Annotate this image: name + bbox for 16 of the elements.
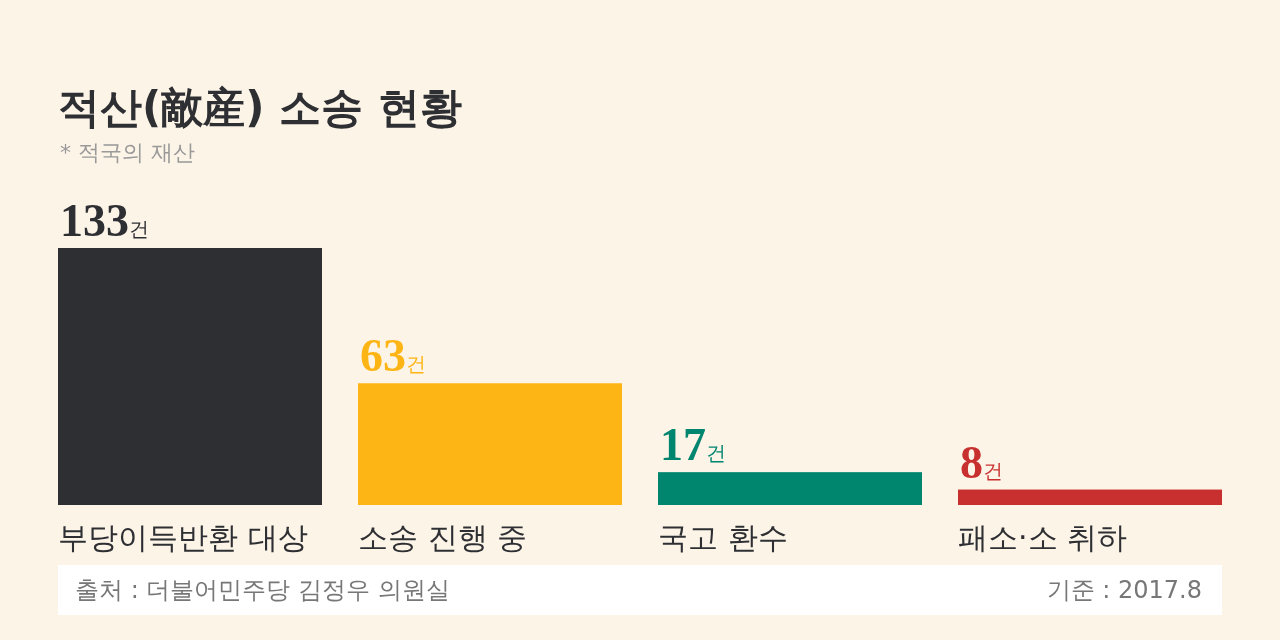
text: 기준 : 2017.8 xyxy=(1046,576,1202,604)
data-label: 63건 xyxy=(360,330,426,382)
bar xyxy=(658,472,922,505)
data-label: 133건 xyxy=(60,195,149,246)
x-tick-label: 부당이득반환 대상 xyxy=(58,520,308,555)
bar xyxy=(358,383,622,505)
data-label: 17건 xyxy=(660,419,726,471)
x-tick-label: 패소·소 취하 xyxy=(958,520,1128,555)
bar xyxy=(58,248,322,505)
data-label: 8건 xyxy=(960,436,1003,488)
chart-subtitle: * 적국의 재산 xyxy=(60,140,195,165)
x-tick-label: 소송 진행 중 xyxy=(358,520,528,555)
x-tick-label: 국고 환수 xyxy=(658,520,788,555)
source-note: 출처 : 더불어민주당 김정우 의원실 xyxy=(75,576,450,604)
chart-title: 적산(敵産) 소송 현황 xyxy=(58,83,462,132)
bar xyxy=(958,489,1222,505)
